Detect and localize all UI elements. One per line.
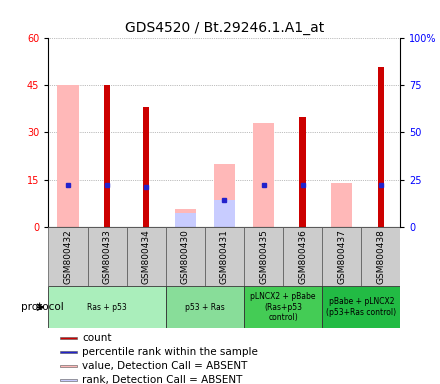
Bar — [60, 338, 77, 339]
Text: GSM800430: GSM800430 — [181, 229, 190, 284]
Bar — [253, 123, 274, 227]
Text: pLNCX2 + pBabe
(Ras+p53
control): pLNCX2 + pBabe (Ras+p53 control) — [250, 292, 316, 322]
Text: GSM800437: GSM800437 — [337, 229, 346, 284]
Text: Ras + p53: Ras + p53 — [87, 303, 127, 312]
Text: GSM800433: GSM800433 — [103, 229, 112, 284]
Text: GSM800434: GSM800434 — [142, 229, 150, 284]
Bar — [104, 86, 110, 227]
Text: GSM800438: GSM800438 — [376, 229, 385, 284]
Bar — [127, 227, 166, 286]
Text: GSM800432: GSM800432 — [63, 229, 73, 284]
Bar — [175, 214, 196, 227]
Bar — [322, 286, 400, 328]
Text: GSM800431: GSM800431 — [220, 229, 229, 284]
Text: GSM800436: GSM800436 — [298, 229, 307, 284]
Bar — [322, 227, 361, 286]
Text: value, Detection Call = ABSENT: value, Detection Call = ABSENT — [82, 361, 248, 371]
Bar — [361, 227, 400, 286]
Bar — [283, 227, 322, 286]
Bar — [57, 86, 79, 227]
Text: percentile rank within the sample: percentile rank within the sample — [82, 347, 258, 357]
Bar — [60, 379, 77, 381]
Bar — [48, 286, 166, 328]
Bar — [88, 227, 127, 286]
Bar — [378, 67, 384, 227]
Text: rank, Detection Call = ABSENT: rank, Detection Call = ABSENT — [82, 375, 242, 384]
Bar — [60, 351, 77, 353]
Bar — [166, 286, 244, 328]
Bar — [166, 227, 205, 286]
Text: GSM800435: GSM800435 — [259, 229, 268, 284]
Bar — [244, 286, 322, 328]
Text: pBabe + pLNCX2
(p53+Ras control): pBabe + pLNCX2 (p53+Ras control) — [326, 298, 396, 317]
Bar — [143, 108, 149, 227]
Bar — [60, 365, 77, 367]
Bar — [300, 117, 306, 227]
Text: count: count — [82, 333, 112, 343]
Text: p53 + Ras: p53 + Ras — [185, 303, 225, 312]
Title: GDS4520 / Bt.29246.1.A1_at: GDS4520 / Bt.29246.1.A1_at — [125, 21, 324, 35]
Bar — [205, 227, 244, 286]
Bar — [48, 227, 88, 286]
Text: protocol: protocol — [21, 302, 64, 312]
Bar — [214, 200, 235, 227]
Bar — [175, 209, 196, 227]
Bar — [214, 164, 235, 227]
Bar — [331, 183, 352, 227]
Bar — [244, 227, 283, 286]
